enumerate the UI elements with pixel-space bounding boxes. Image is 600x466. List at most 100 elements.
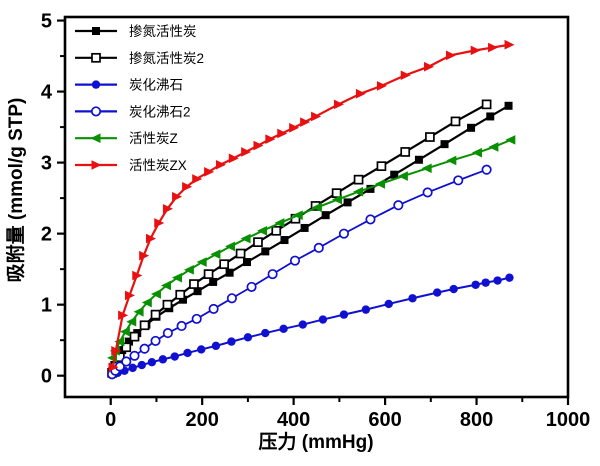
data-point-marker xyxy=(353,174,364,185)
data-point-marker xyxy=(481,99,492,110)
data-point-marker xyxy=(375,179,386,189)
data-point-marker xyxy=(274,218,285,228)
data-point-marker xyxy=(137,360,147,370)
data-point-marker xyxy=(139,250,150,261)
x-tick-label: 600 xyxy=(368,409,401,431)
series-2 xyxy=(107,99,492,378)
data-point-marker xyxy=(114,336,125,347)
data-point-marker xyxy=(470,45,481,56)
x-axis-title: 压力 (mmHg) xyxy=(258,430,373,453)
data-point-marker xyxy=(133,306,144,317)
data-point-marker xyxy=(400,70,411,81)
data-point-marker xyxy=(300,223,309,232)
legend-item: 活性炭ZX xyxy=(75,158,187,173)
data-point-marker xyxy=(408,294,417,303)
data-point-marker xyxy=(446,155,457,166)
y-tick-label: 4 xyxy=(41,82,53,104)
data-point-marker xyxy=(289,255,301,266)
data-point-marker xyxy=(150,309,161,320)
legend-marker xyxy=(91,80,101,89)
data-point-marker xyxy=(191,313,202,324)
data-point-marker xyxy=(124,290,135,301)
data-point-marker xyxy=(397,171,408,181)
data-point-marker xyxy=(203,269,214,279)
data-point-marker xyxy=(277,128,288,139)
data-point-marker xyxy=(129,350,140,361)
data-point-marker xyxy=(162,299,173,310)
data-point-marker xyxy=(279,324,288,334)
data-series xyxy=(107,39,516,380)
data-point-marker xyxy=(227,337,236,346)
data-point-marker xyxy=(280,236,289,245)
data-point-marker xyxy=(425,132,435,142)
data-point-marker xyxy=(488,42,499,53)
data-point-marker xyxy=(141,297,152,308)
data-point-marker xyxy=(118,310,129,321)
x-tick-label: 400 xyxy=(277,409,310,431)
data-point-marker xyxy=(208,303,219,314)
data-point-marker xyxy=(210,249,221,260)
data-point-marker xyxy=(261,328,270,338)
y-tick-label: 2 xyxy=(41,224,52,246)
x-tick-label: 800 xyxy=(460,409,493,431)
data-point-marker xyxy=(211,341,221,351)
data-point-marker xyxy=(505,273,514,282)
series-6 xyxy=(108,39,515,372)
data-point-marker xyxy=(241,147,252,157)
data-point-marker xyxy=(414,155,423,164)
data-point-marker xyxy=(321,211,330,220)
data-point-marker xyxy=(209,277,218,286)
data-point-marker xyxy=(162,203,173,214)
data-point-marker xyxy=(467,123,476,132)
data-point-marker xyxy=(331,188,342,198)
data-point-marker xyxy=(111,346,122,356)
data-point-marker xyxy=(125,337,134,346)
data-point-marker xyxy=(235,248,246,259)
data-point-marker xyxy=(121,356,132,367)
data-point-marker xyxy=(172,191,183,202)
legend-label: 掺氮活性炭2 xyxy=(129,51,204,66)
data-point-marker xyxy=(353,186,364,197)
data-point-marker xyxy=(400,147,411,157)
data-point-marker xyxy=(226,293,237,304)
legend-label: 掺氮活性炭 xyxy=(129,24,197,39)
data-point-marker xyxy=(132,270,143,281)
data-point-marker xyxy=(246,281,257,292)
data-point-marker xyxy=(292,210,303,220)
y-axis-title: 吸附量 (mmol/g STP) xyxy=(4,98,27,283)
data-point-marker xyxy=(450,116,461,127)
plot-frame xyxy=(63,15,570,399)
legend-marker xyxy=(90,133,101,143)
data-point-marker xyxy=(150,289,161,299)
y-tick-label: 5 xyxy=(41,11,52,33)
data-point-marker xyxy=(265,134,276,144)
legend-marker xyxy=(90,106,102,117)
data-point-marker xyxy=(376,81,387,91)
data-point-marker xyxy=(424,61,435,72)
data-point-marker xyxy=(338,228,349,239)
data-point-marker xyxy=(440,140,449,149)
data-point-marker xyxy=(271,225,282,236)
data-point-marker xyxy=(313,242,324,253)
data-point-marker xyxy=(298,320,307,329)
data-point-marker xyxy=(471,280,480,289)
legend-label: 活性炭Z xyxy=(129,131,178,146)
data-point-marker xyxy=(129,331,140,342)
data-point-marker xyxy=(339,310,349,319)
data-point-marker xyxy=(197,345,206,354)
legend-item: 炭化沸石2 xyxy=(75,104,191,119)
x-tick-label: 200 xyxy=(185,409,218,431)
legend-item: 炭化沸石 xyxy=(75,78,183,93)
data-point-marker xyxy=(481,164,492,175)
data-point-marker xyxy=(505,135,516,145)
data-point-marker xyxy=(193,287,202,296)
axes-frame xyxy=(63,15,570,399)
data-point-marker xyxy=(253,140,264,151)
data-point-marker xyxy=(162,328,173,339)
data-point-marker xyxy=(343,198,352,207)
data-point-marker xyxy=(182,181,193,192)
data-point-marker xyxy=(261,247,270,256)
data-point-marker xyxy=(257,225,268,236)
data-point-marker xyxy=(300,117,311,127)
